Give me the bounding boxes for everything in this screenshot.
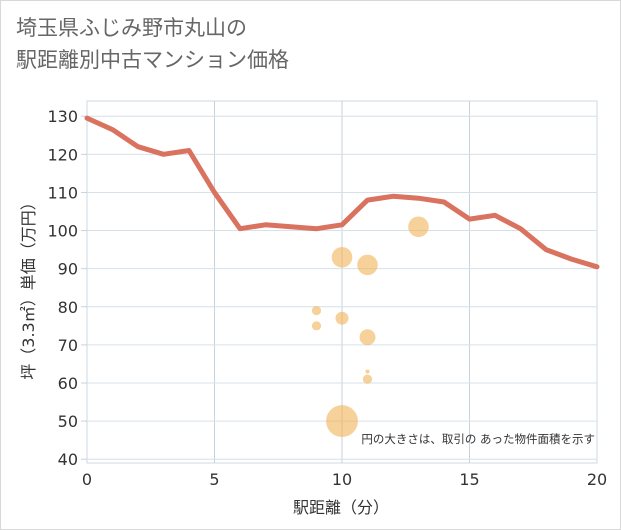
y-tick-label: 80: [58, 298, 78, 317]
grid-lines: [81, 100, 598, 464]
transaction-bubble: [359, 329, 376, 346]
transaction-bubble: [408, 216, 429, 238]
transaction-bubble: [331, 246, 353, 268]
y-tick-label: 130: [47, 107, 78, 126]
y-tick-label: 110: [47, 183, 78, 202]
x-tick-label: 0: [82, 470, 92, 489]
y-tick-label: 70: [58, 336, 78, 355]
transaction-bubble: [311, 305, 322, 316]
x-axis-label: 駅距離（分）: [293, 498, 389, 517]
chart-title-line2: 駅距離別中古マンション価格: [16, 48, 289, 72]
transaction-bubble: [365, 369, 370, 374]
y-tick-label: 60: [58, 374, 78, 393]
x-tick-label: 5: [209, 470, 219, 489]
transaction-bubble: [311, 321, 322, 331]
chart-title-line1: 埼玉県ふじみ野市丸山の: [16, 16, 247, 40]
x-tick-label: 15: [459, 470, 479, 489]
transaction-bubble: [326, 405, 358, 438]
transaction-bubble: [357, 254, 378, 276]
x-tick-label: 10: [332, 470, 352, 489]
transaction-bubble: [362, 374, 373, 384]
transaction-bubble: [335, 311, 349, 325]
average-price-line: [84, 115, 600, 270]
y-tick-label: 90: [58, 260, 78, 279]
y-tick-label: 120: [47, 145, 78, 164]
y-tick-label: 50: [58, 412, 78, 431]
tick-labels: 0 5 10 15 20 40 50 60 70 80 90 100 110 120 130: [47, 107, 607, 489]
line-layer: [84, 115, 600, 270]
y-tick-label: 100: [47, 222, 78, 241]
chart-title: 埼玉県ふじみ野市丸山の 駅距離別中古マンション価格: [16, 12, 289, 76]
y-axis-label: 坪（3.3㎡）単価（万円）: [19, 194, 38, 379]
bubble-layer: [311, 216, 429, 438]
size-annotation: 円の大きさは、取引の あった物件面積を示す: [361, 432, 595, 446]
y-tick-label: 40: [58, 450, 78, 469]
x-tick-label: 20: [587, 470, 607, 489]
